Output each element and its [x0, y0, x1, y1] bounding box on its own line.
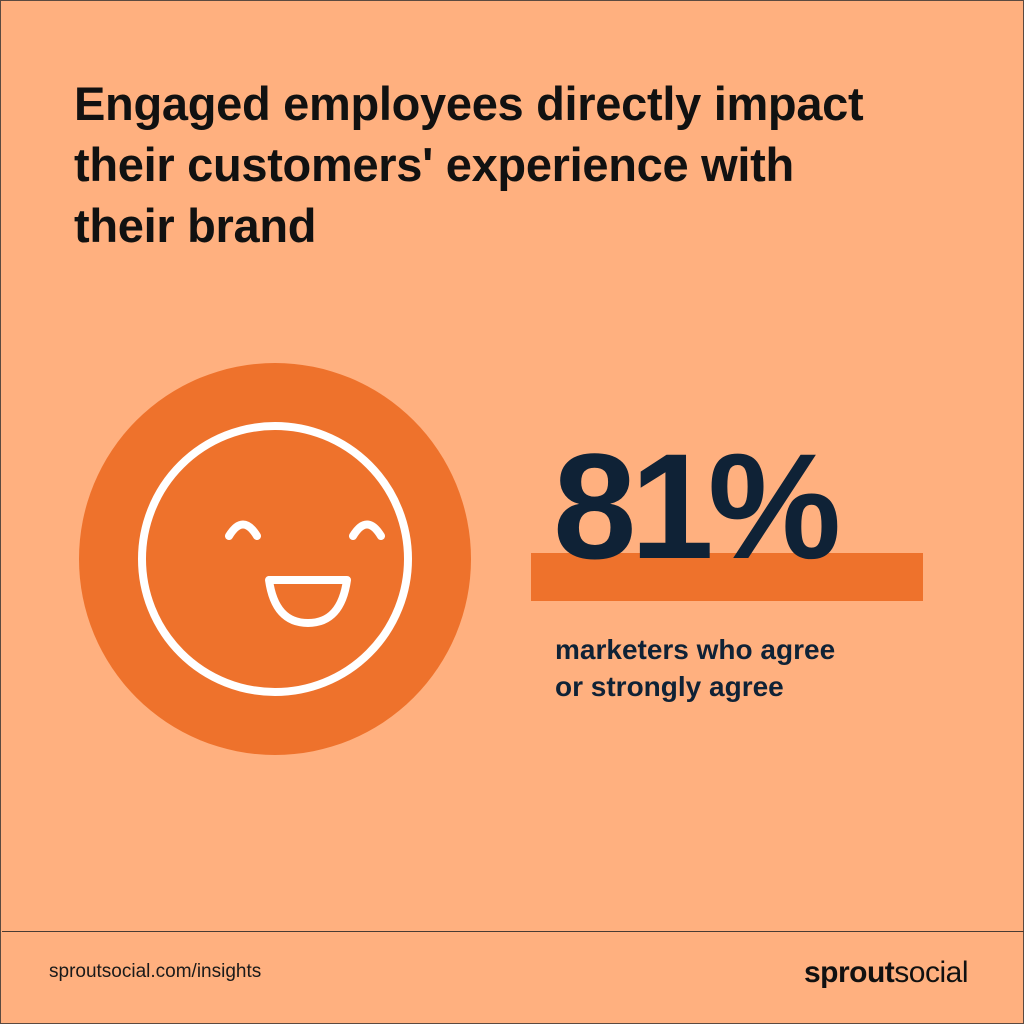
- stat-caption: marketers who agree or strongly agree: [555, 631, 955, 705]
- smiley-background-circle: [79, 363, 471, 755]
- logo-word-sprout: sprout: [803, 956, 895, 989]
- smiley-outline: [138, 422, 412, 696]
- stat-caption-line-2: or strongly agree: [555, 671, 784, 702]
- stat-block: 81%: [531, 431, 923, 611]
- footer-divider: [2, 931, 1024, 932]
- headline-line-2: their customers' experience with: [74, 138, 794, 191]
- sproutsocial-logo: sproutsocial: [803, 956, 969, 990]
- stat-caption-line-1: marketers who agree: [555, 634, 836, 665]
- smiley-left-eye: [225, 520, 261, 540]
- smiley-face-icon: [79, 363, 471, 755]
- headline-line-3: their brand: [74, 199, 317, 252]
- headline-line-1: Engaged employees directly impact: [74, 77, 864, 130]
- footer-url[interactable]: sproutsocial.com/insights: [49, 961, 262, 982]
- logo-word-social: social: [894, 956, 968, 989]
- smiley-right-eye: [349, 520, 385, 540]
- smiley-mouth: [265, 576, 351, 627]
- stat-value: 81%: [553, 422, 841, 590]
- stat-highlight-bar: [531, 553, 923, 601]
- headline: Engaged employees directly impact their …: [74, 73, 974, 256]
